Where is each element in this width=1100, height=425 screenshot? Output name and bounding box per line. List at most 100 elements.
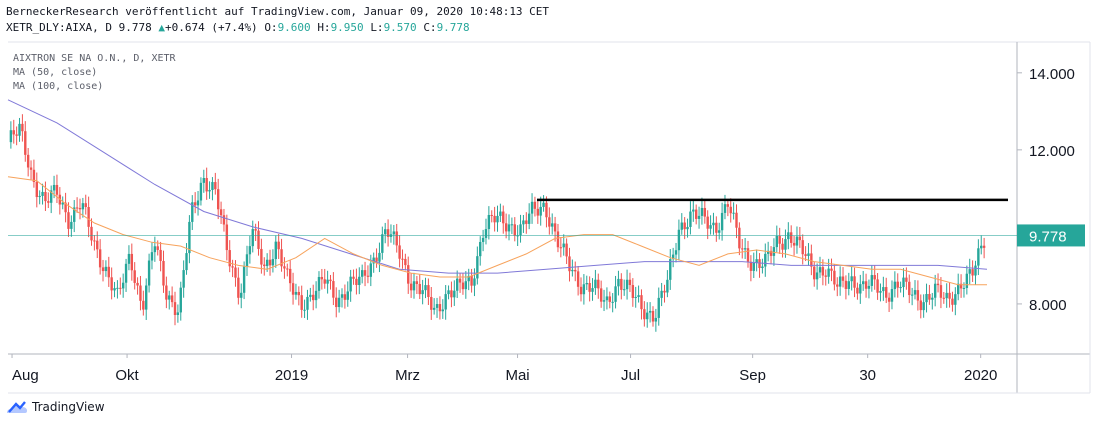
candle-body xyxy=(47,201,50,203)
candle-body xyxy=(55,184,59,195)
x-tick-label: 2020 xyxy=(964,367,997,384)
tradingview-logo[interactable]: TradingView xyxy=(6,400,105,414)
candle-body xyxy=(378,252,381,262)
candle-body xyxy=(764,253,767,267)
candle-body xyxy=(9,130,13,143)
up-arrow-icon: ▲ xyxy=(158,21,165,34)
x-tick-label: Aug xyxy=(12,367,39,384)
high-label: H: xyxy=(317,21,331,34)
candle-body xyxy=(545,202,548,218)
candle-body xyxy=(363,270,367,276)
candle-body xyxy=(484,229,488,238)
candle-body xyxy=(513,224,516,236)
candle-body xyxy=(412,281,416,291)
candle-body xyxy=(628,279,632,286)
candle-body xyxy=(700,207,704,216)
candle-body xyxy=(620,278,623,290)
y-tick-label: 12.000 xyxy=(1029,143,1075,160)
candle-body xyxy=(890,289,894,302)
candle-body xyxy=(453,290,456,298)
candle-body xyxy=(496,215,499,223)
candle-body xyxy=(568,256,571,272)
candle-body xyxy=(165,285,168,300)
candle-body xyxy=(882,287,885,292)
x-tick-label: Jul xyxy=(621,367,640,384)
candle-body xyxy=(398,245,401,259)
candle-body xyxy=(585,282,588,285)
candle-body xyxy=(75,207,79,209)
candle-body xyxy=(919,300,922,311)
candle-body xyxy=(689,211,692,227)
candle-body xyxy=(104,266,108,272)
low-value: 9.570 xyxy=(383,21,417,34)
chart-title: AIXTRON SE NA O.N., D, XETR xyxy=(13,53,176,64)
close-value: 9.778 xyxy=(436,21,470,34)
candle-body xyxy=(286,268,289,270)
candle-body xyxy=(271,259,275,266)
candle-body xyxy=(542,202,545,207)
candle-body xyxy=(49,190,53,203)
candle-body xyxy=(712,222,715,226)
candle-body xyxy=(758,259,761,269)
candle-body xyxy=(677,229,681,251)
price-chart[interactable]: 9.778 14.000 12.000 8.000 Aug Okt 2019 Mrz Mai… xyxy=(0,0,1100,400)
candle-body xyxy=(219,209,223,216)
candle-body xyxy=(73,207,76,222)
candle-body xyxy=(530,201,534,214)
candle-body xyxy=(170,295,174,303)
candle-body xyxy=(136,282,139,286)
candle-body xyxy=(813,266,816,280)
candle-body xyxy=(153,246,157,253)
candle-body xyxy=(444,294,447,310)
candle-body xyxy=(41,191,44,196)
candle-body xyxy=(26,154,30,168)
candle-body xyxy=(369,263,373,277)
candle-body xyxy=(150,252,154,261)
candle-body xyxy=(703,207,707,217)
candle-body xyxy=(844,280,848,289)
candle-body xyxy=(366,275,370,277)
candle-body xyxy=(622,289,626,291)
candle-body xyxy=(669,259,672,280)
candle-body xyxy=(640,295,643,310)
candle-body xyxy=(349,276,352,292)
candle-body xyxy=(162,260,165,286)
candle-body xyxy=(303,309,306,311)
candle-body xyxy=(424,285,427,291)
candle-body xyxy=(885,287,888,298)
candle-body xyxy=(850,276,853,282)
candle-body xyxy=(755,259,758,263)
candle-body xyxy=(974,265,977,276)
candle-body xyxy=(352,276,355,279)
candle-body xyxy=(522,220,525,225)
candle-body xyxy=(355,278,358,285)
candle-body xyxy=(15,134,18,136)
candle-body xyxy=(772,247,776,256)
candle-body xyxy=(948,292,951,299)
candle-body xyxy=(392,231,396,235)
candle-body xyxy=(124,263,128,283)
candle-body xyxy=(571,269,574,272)
candle-body xyxy=(96,240,99,250)
candle-body xyxy=(455,278,459,291)
candle-body xyxy=(121,282,125,289)
candle-body xyxy=(343,294,347,300)
candle-body xyxy=(965,273,969,288)
close-label: C: xyxy=(423,21,437,34)
candle-body xyxy=(254,229,257,231)
candle-body xyxy=(447,290,450,295)
candle-body xyxy=(173,302,177,315)
candle-body xyxy=(159,249,162,261)
candle-body xyxy=(260,248,263,265)
candle-body xyxy=(646,312,649,320)
candle-body xyxy=(337,297,341,308)
candle-body xyxy=(729,206,732,214)
candle-body xyxy=(847,281,850,289)
candle-body xyxy=(70,221,73,229)
candle-body xyxy=(101,267,105,272)
candle-body xyxy=(18,123,21,136)
candle-body xyxy=(962,287,966,289)
candle-body xyxy=(329,279,332,282)
candle-body xyxy=(274,241,277,260)
candle-body xyxy=(257,230,260,249)
